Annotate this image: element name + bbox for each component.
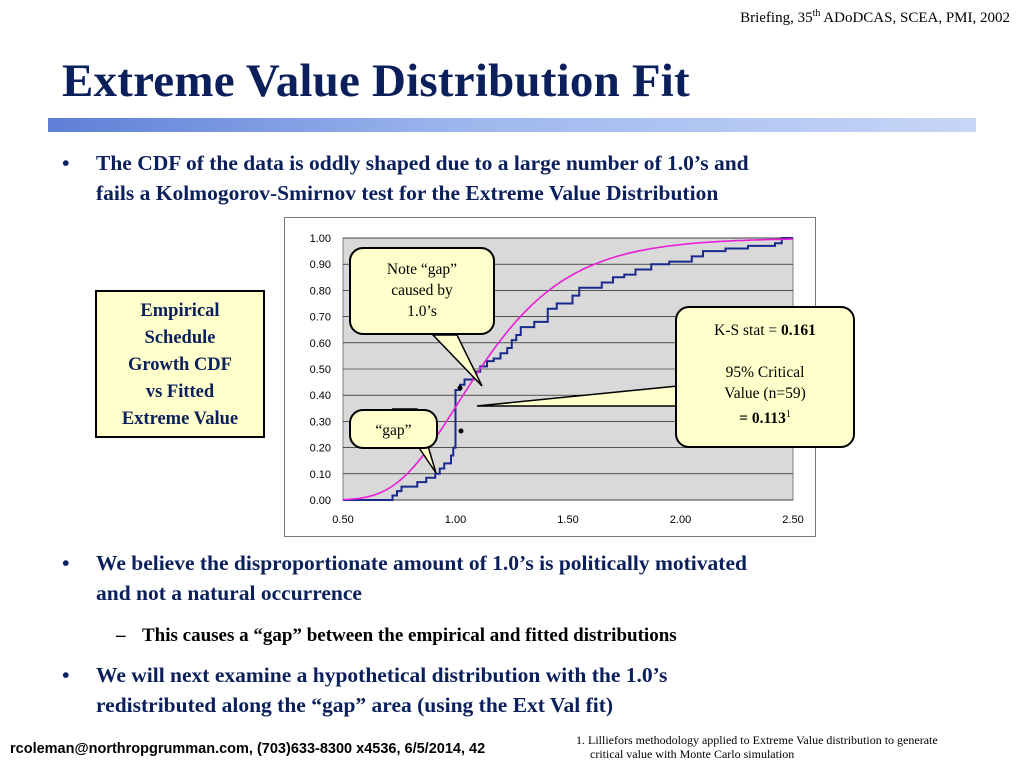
briefing-header: Briefing, 35th ADoDCAS, SCEA, PMI, 2002: [740, 8, 1010, 26]
bullet-2-line2: and not a natural occurrence: [96, 581, 362, 605]
y-tick-label: 0.50: [310, 364, 331, 376]
bullet-1: • The CDF of the data is oddly shaped du…: [62, 148, 749, 208]
y-tick-label: 1.00: [310, 233, 331, 245]
ks-stat-line: K-S stat = 0.161: [714, 322, 816, 339]
bullet-2-line1: We believe the disproportionate amount o…: [96, 551, 747, 575]
side-label-line: Empirical: [140, 301, 220, 321]
bullet-1-line2: fails a Kolmogorov-Smirnov test for the …: [96, 181, 719, 205]
y-tick-label: 0.10: [310, 469, 331, 481]
x-tick-label: 1.50: [557, 514, 578, 526]
bullet-2: • We believe the disproportionate amount…: [62, 548, 747, 608]
footnote-line-2: critical value with Monte Carlo simulati…: [590, 747, 795, 761]
bullet-marker: •: [62, 151, 70, 175]
y-tick-label: 0.20: [310, 443, 331, 455]
side-label-line: Schedule: [144, 328, 216, 348]
gap-top-marker: [457, 385, 463, 391]
y-tick-label: 0.70: [310, 312, 331, 324]
y-tick-label: 0.60: [310, 338, 331, 350]
sub-bullet-marker: –: [116, 625, 126, 646]
y-tick-label: 0.80: [310, 285, 331, 297]
side-label-line: Growth CDF: [128, 355, 232, 375]
footnote-line-1: 1. Lilliefors methodology applied to Ext…: [576, 733, 938, 747]
x-tick-labels: 0.50 1.00 1.50 2.00 2.50: [332, 514, 803, 526]
fitted-cdf-line: [343, 238, 794, 501]
gap-bottom-marker: [458, 428, 464, 434]
empirical-label-box: Empirical Schedule Growth CDF vs Fitted …: [95, 290, 265, 438]
critical-line-1: 95% Critical: [725, 364, 805, 381]
critical-value-line: = 0.1131: [739, 409, 791, 428]
footer-contact: rcoleman@northropgrumman.com, (703)633-8…: [10, 741, 486, 757]
side-label-line: vs Fitted: [145, 382, 215, 402]
x-tick-label: 1.00: [445, 514, 466, 526]
slide-title: Extreme Value Distribution Fit: [62, 55, 690, 107]
callout-line: “gap”: [375, 422, 412, 439]
bullet-1-line1: The CDF of the data is oddly shaped due …: [96, 151, 749, 175]
empirical-cdf-line: [343, 237, 793, 501]
bullet-marker: •: [62, 663, 70, 687]
y-tick-label: 0.40: [310, 390, 331, 402]
gap-callout: “gap”: [349, 409, 438, 449]
y-tick-label: 0.30: [310, 416, 331, 428]
callout-line: Note “gap”: [386, 261, 458, 278]
sub-bullet: – This causes a “gap” between the empiri…: [116, 623, 677, 649]
bullet-marker: •: [62, 551, 70, 575]
y-tick-label: 0.90: [310, 259, 331, 271]
bullet-3-line2: redistributed along the “gap” area (usin…: [96, 693, 614, 717]
y-tick-label: 0.00: [310, 495, 331, 507]
critical-line-2: Value (n=59): [724, 385, 806, 402]
callout-pointer: [431, 334, 483, 387]
bullet-3: • We will next examine a hypothetical di…: [62, 660, 668, 720]
ks-stat-callout: K-S stat = 0.161 95% Critical Value (n=5…: [675, 306, 855, 448]
y-tick-labels: 0.00 0.10 0.20 0.30 0.40 0.50 0.60 0.70 0.80 0.90…: [310, 233, 331, 507]
side-label-line: Extreme Value: [121, 409, 239, 429]
callout-line: caused by: [391, 282, 453, 299]
callout-line: 1.0’s: [407, 303, 437, 320]
note-gap-callout: Note “gap” caused by 1.0’s: [349, 247, 495, 335]
x-tick-label: 2.50: [782, 514, 803, 526]
x-tick-label: 0.50: [332, 514, 353, 526]
sub-bullet-text: This causes a “gap” between the empirica…: [142, 625, 677, 646]
footnote: 1. Lilliefors methodology applied to Ext…: [576, 733, 1016, 761]
title-rule: [48, 118, 976, 132]
x-tick-label: 2.00: [670, 514, 691, 526]
bullet-3-line1: We will next examine a hypothetical dist…: [96, 663, 668, 687]
